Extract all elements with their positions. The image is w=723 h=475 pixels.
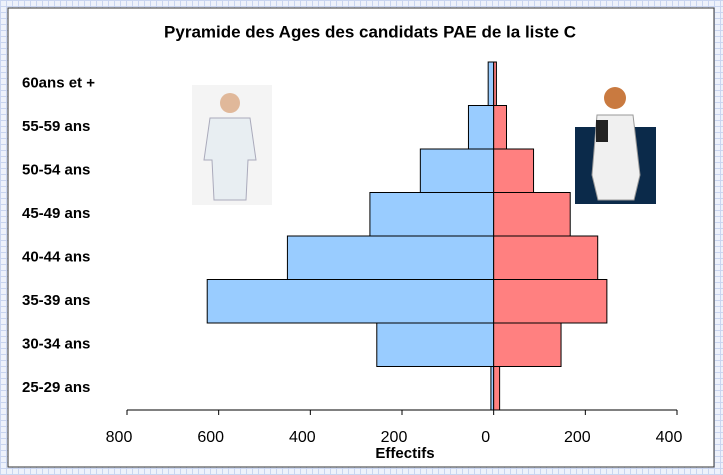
x-tick-label: 600 — [197, 429, 224, 446]
y-tick-label: 45-49 ans — [22, 205, 90, 222]
y-tick-label: 25-29 ans — [22, 379, 90, 396]
y-tick-label: 60ans et + — [22, 75, 95, 92]
page: Pyramide des Ages des candidats PAE de l… — [0, 0, 723, 475]
man-illustration — [192, 85, 272, 205]
bar — [420, 149, 493, 193]
y-tick-label: 40-44 ans — [22, 249, 90, 266]
bar — [494, 106, 507, 150]
bar — [494, 367, 500, 411]
chart-title: Pyramide des Ages des candidats PAE de l… — [164, 22, 576, 41]
bar — [494, 280, 607, 324]
bar — [494, 236, 598, 280]
x-tick-label: 400 — [289, 429, 316, 446]
bar — [494, 323, 561, 367]
x-tick-label: 400 — [656, 429, 683, 446]
chart: Pyramide des Ages des candidats PAE de l… — [0, 0, 723, 475]
y-tick-label: 55-59 ans — [22, 118, 90, 135]
x-tick-label: 0 — [481, 429, 490, 446]
x-axis-label: Effectifs — [375, 445, 434, 462]
bar — [287, 236, 493, 280]
y-tick-label: 30-34 ans — [22, 336, 90, 353]
y-tick-label: 35-39 ans — [22, 292, 90, 309]
bar — [488, 62, 494, 106]
bar — [468, 106, 493, 150]
y-tick-label: 50-54 ans — [22, 162, 90, 179]
bar — [494, 149, 534, 193]
x-tick-label: 200 — [564, 429, 591, 446]
bar — [370, 193, 494, 237]
bar — [377, 323, 494, 367]
x-tick-label: 800 — [106, 429, 133, 446]
bar — [494, 193, 571, 237]
x-tick-label: 200 — [381, 429, 408, 446]
bar — [207, 280, 493, 324]
bar — [494, 62, 497, 106]
